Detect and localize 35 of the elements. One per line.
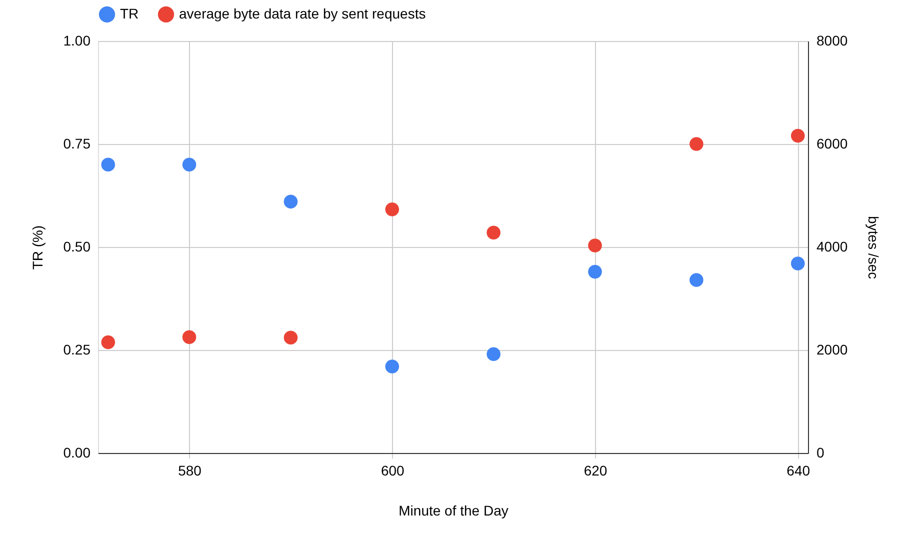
point xyxy=(588,238,602,252)
y2-axis-title: bytes /sec xyxy=(866,216,882,280)
point xyxy=(385,360,400,374)
y2-tick-label: 4000 xyxy=(816,238,848,254)
y2-tick-label: 6000 xyxy=(816,136,848,152)
point xyxy=(182,158,196,172)
x-axis-title: Minute of the Day xyxy=(398,502,508,518)
x-tick-label: 620 xyxy=(584,462,608,478)
point xyxy=(588,264,602,279)
y2-tick-label: 2000 xyxy=(816,342,848,358)
legend-label: TR xyxy=(120,5,139,22)
y2-tick-label: 8000 xyxy=(816,32,848,48)
point xyxy=(690,273,704,287)
y-tick-label: 0.75 xyxy=(63,136,91,152)
y-axis-title: TR (%) xyxy=(29,225,46,270)
point xyxy=(486,347,500,361)
point xyxy=(790,128,805,143)
point xyxy=(182,330,196,344)
point xyxy=(101,335,116,350)
point xyxy=(486,226,500,240)
x-tick-label: 600 xyxy=(380,462,405,478)
y-tick-label: 0.50 xyxy=(63,238,91,254)
y-tick-label: 1.00 xyxy=(63,32,91,48)
x-tick-label: 640 xyxy=(786,462,810,478)
legend-label: average byte data rate by sent requests xyxy=(179,5,426,22)
x-tick-label: 580 xyxy=(178,462,202,478)
point xyxy=(284,194,298,209)
y2-tick-label: 0 xyxy=(816,444,824,460)
point xyxy=(284,330,298,345)
point xyxy=(385,202,400,216)
y-tick-label: 0.00 xyxy=(63,444,91,460)
point xyxy=(790,256,805,270)
y-tick-label: 0.25 xyxy=(63,342,91,358)
point xyxy=(690,137,704,151)
point xyxy=(101,158,116,172)
